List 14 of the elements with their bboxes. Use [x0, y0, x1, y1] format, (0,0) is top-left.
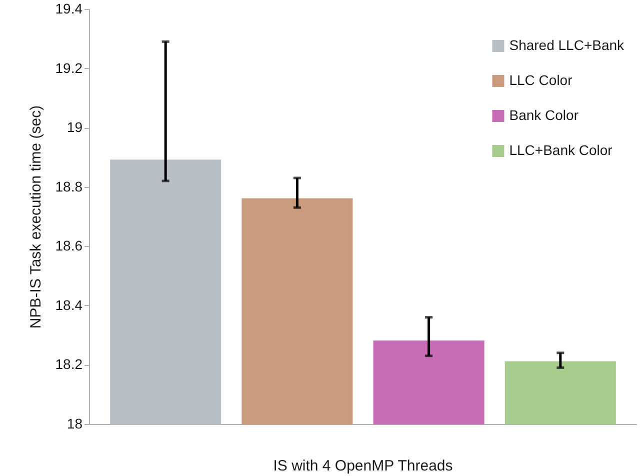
y-tick-label: 18 — [66, 416, 83, 432]
y-tick-label: 18.4 — [55, 296, 83, 313]
y-tick-label: 19.2 — [55, 60, 83, 76]
y-tick-label: 18.8 — [55, 178, 83, 194]
legend-label: Bank Color — [509, 107, 579, 123]
y-axis-title: NPB-IS Task execution time (sec) — [27, 105, 44, 329]
y-tick-label: 19 — [66, 119, 83, 136]
legend-label: LLC+Bank Color — [509, 142, 613, 158]
legend-label: Shared LLC+Bank — [509, 37, 626, 53]
legend-label: LLC Color — [509, 72, 573, 88]
y-tick-label: 18.6 — [55, 238, 83, 254]
x-tick-label: IS with 4 OpenMP Threads — [273, 458, 453, 474]
y-tick-label: 18.2 — [55, 356, 83, 372]
y-tick-label: 19.4 — [55, 0, 83, 16]
